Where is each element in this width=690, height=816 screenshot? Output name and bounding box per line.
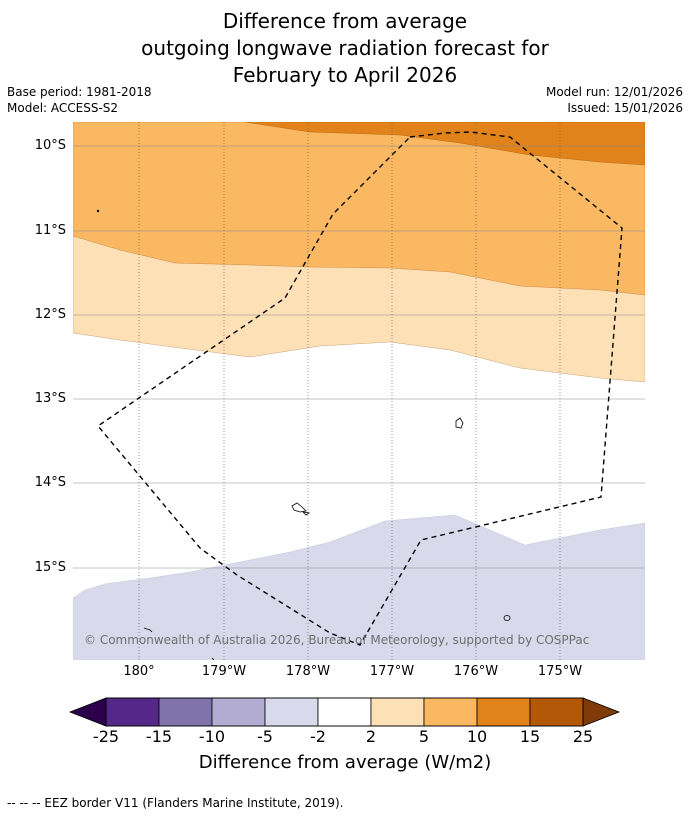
base-period: Base period: 1981-2018 <box>7 85 152 99</box>
colorbar-segments <box>105 697 584 727</box>
colorbar-tick-2: 2 <box>365 727 377 746</box>
anomaly-5-to-10-area <box>73 122 645 296</box>
lon-label-179w: 179°W <box>201 664 247 679</box>
colorbar-segment <box>529 697 584 727</box>
colorbar-low-arrow <box>70 698 106 726</box>
lon-label-180: 180° <box>123 664 155 679</box>
anomaly-minus5-to-minus2-area <box>73 514 645 660</box>
island-south-east <box>503 615 511 621</box>
colorbar-segment <box>317 697 372 727</box>
eez-border <box>96 131 623 646</box>
colorbar-segment <box>158 697 213 727</box>
colorbar-segment <box>370 697 425 727</box>
colorbar-segment <box>105 697 160 727</box>
issued-date: Issued: 15/01/2026 <box>567 101 683 115</box>
island-edge <box>211 657 215 660</box>
colorbar-tick-minus10: -10 <box>198 727 226 746</box>
islands <box>96 209 511 660</box>
model-name: Model: ACCESS-S2 <box>7 101 119 115</box>
colorbar-segment <box>211 697 266 727</box>
graticule <box>73 122 645 660</box>
lon-label-178w: 178°W <box>285 664 331 679</box>
meta-right: Model run: 12/01/2026 Issued: 15/01/2026 <box>546 84 683 116</box>
colorbar-tick-25: 25 <box>572 727 594 746</box>
lat-label-10s: 10°S <box>34 138 66 153</box>
colorbar <box>68 697 621 727</box>
island-central-small <box>301 511 311 516</box>
colorbar-segment <box>476 697 531 727</box>
colorbar-tick-5: 5 <box>418 727 430 746</box>
model-run: Model run: 12/01/2026 <box>545 85 683 99</box>
title-line-3: February to April 2026 <box>232 63 458 87</box>
lat-label-15s: 15°S <box>34 560 66 575</box>
eez-footnote: -- -- -- EEZ border V11 (Flanders Marine… <box>7 796 344 810</box>
colorbar-outline <box>105 697 584 727</box>
lat-label-14s: 14°S <box>34 475 66 490</box>
colorbar-segment <box>423 697 478 727</box>
title-line-1: Difference from average <box>222 9 468 33</box>
title-line-2: outgoing longwave radiation forecast for <box>141 36 549 60</box>
copyright-notice: © Commonwealth of Australia 2026, Bureau… <box>84 633 590 647</box>
colorbar-tick-minus5: -5 <box>257 727 273 746</box>
lat-label-13s: 13°S <box>34 391 66 406</box>
colorbar-tick-minus2: -2 <box>310 727 326 746</box>
colorbar-high-arrow <box>583 698 619 726</box>
lat-label-12s: 12°S <box>34 307 66 322</box>
colorbar-title: Difference from average (W/m2) <box>198 752 492 773</box>
lon-label-177w: 177°W <box>369 664 415 679</box>
island-north-west <box>96 209 100 213</box>
colorbar-segment <box>264 697 319 727</box>
lon-label-176w: 176°W <box>453 664 499 679</box>
map-title: Difference from average outgoing longwav… <box>0 8 690 89</box>
island-central <box>291 502 307 513</box>
map-plot-area <box>73 122 645 660</box>
island-east <box>455 417 464 429</box>
lat-label-11s: 11°S <box>34 223 66 238</box>
colorbar-tick-minus25: -25 <box>92 727 120 746</box>
island-south-west <box>143 627 153 633</box>
anomaly-15-to-25-area <box>244 122 645 166</box>
colorbar-tick-10: 10 <box>466 727 488 746</box>
colorbar-tick-minus15: -15 <box>145 727 173 746</box>
colorbar-tick-15: 15 <box>519 727 541 746</box>
meta-left: Base period: 1981-2018 Model: ACCESS-S2 <box>7 84 152 116</box>
lon-label-175w: 175°W <box>537 664 583 679</box>
